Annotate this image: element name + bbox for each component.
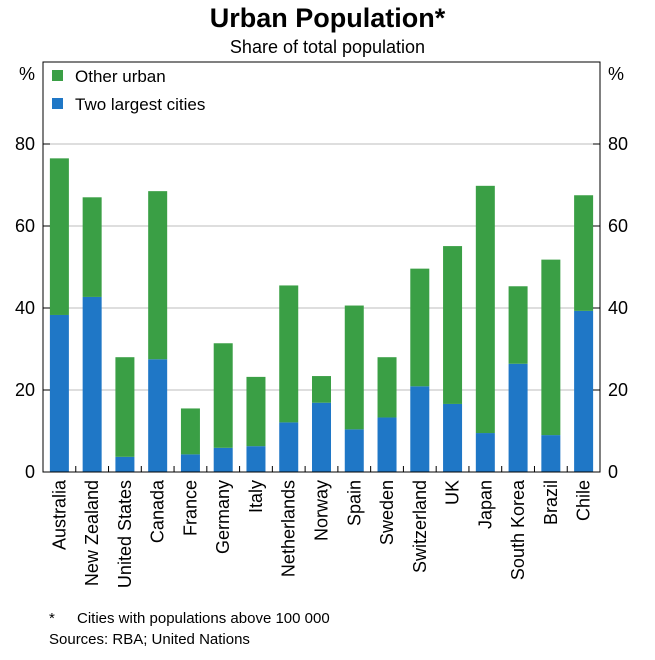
- bar-two-largest-cities: [475, 433, 495, 472]
- bar-two-largest-cities: [82, 296, 102, 472]
- bar-other-urban: [115, 357, 135, 457]
- bar-two-largest-cities: [279, 422, 299, 472]
- x-tick-label: United States: [115, 480, 135, 588]
- y-tick-label-left: 40: [15, 298, 35, 318]
- legend: Other urban Two largest cities: [52, 67, 205, 114]
- bar-two-largest-cities: [541, 435, 561, 472]
- y-tick-label-right: 60: [608, 216, 628, 236]
- x-tick-label: Norway: [312, 480, 332, 541]
- x-tick-label: New Zealand: [82, 480, 102, 586]
- x-tick-label: France: [180, 480, 200, 536]
- bar-two-largest-cities: [508, 363, 528, 472]
- bar-two-largest-cities: [246, 446, 266, 472]
- chart-title: Urban Population*: [209, 3, 446, 33]
- y-axis-unit-right: %: [608, 64, 624, 84]
- bar-other-urban: [410, 268, 430, 387]
- bar-other-urban: [377, 357, 397, 418]
- x-tick-label: UK: [443, 480, 463, 505]
- x-tick-label: Brazil: [541, 480, 561, 525]
- legend-swatch-two-largest-cities: [52, 98, 63, 109]
- bar-other-urban: [541, 259, 561, 436]
- bar-two-largest-cities: [574, 310, 594, 472]
- legend-swatch-other-urban: [52, 70, 63, 81]
- x-tick-label: Switzerland: [410, 480, 430, 573]
- x-tick-label: Germany: [213, 480, 233, 554]
- x-tick-label: Netherlands: [279, 480, 299, 577]
- bar-two-largest-cities: [49, 314, 69, 472]
- x-tick-label: Italy: [246, 480, 266, 513]
- bar-two-largest-cities: [443, 403, 463, 472]
- bar-other-urban: [180, 408, 200, 455]
- bar-two-largest-cities: [115, 456, 135, 472]
- y-tick-label-right: 0: [608, 462, 618, 482]
- y-tick-label-left: 0: [25, 462, 35, 482]
- footnotes: * Cities with populations above 100 000 S…: [49, 608, 330, 650]
- plot-frame: [42, 61, 601, 473]
- sources-text: Sources: RBA; United Nations: [49, 631, 250, 648]
- x-tick-label: Spain: [344, 480, 364, 526]
- bar-other-urban: [148, 191, 168, 360]
- bar-other-urban: [312, 376, 331, 403]
- bar-two-largest-cities: [180, 454, 200, 472]
- y-tick-label-left: 20: [15, 380, 35, 400]
- y-tick-label-right: 40: [608, 298, 628, 318]
- bar-two-largest-cities: [377, 417, 397, 472]
- footnote-marker: *: [49, 610, 55, 627]
- y-tick-label-left: 60: [15, 216, 35, 236]
- bar-two-largest-cities: [213, 447, 233, 472]
- x-tick-label: Chile: [574, 480, 594, 521]
- bar-other-urban: [443, 246, 463, 404]
- legend-label-other-urban: Other urban: [75, 67, 166, 86]
- footnote-text: Cities with populations above 100 000: [77, 610, 330, 627]
- legend-label-two-largest-cities: Two largest cities: [75, 95, 205, 114]
- y-tick-label-left: 80: [15, 134, 35, 154]
- y-axis-unit-left: %: [19, 64, 35, 84]
- bar-two-largest-cities: [410, 386, 430, 472]
- x-tick-label: Australia: [49, 479, 69, 550]
- y-tick-label-right: 20: [608, 380, 628, 400]
- bar-other-urban: [574, 195, 594, 311]
- footnote-row: * Cities with populations above 100 000: [49, 608, 330, 629]
- x-tick-label: Japan: [475, 480, 495, 529]
- x-tick-label: Sweden: [377, 480, 397, 545]
- bar-other-urban: [82, 197, 102, 297]
- x-tick-label: Canada: [148, 479, 168, 543]
- bar-two-largest-cities: [312, 402, 331, 472]
- bar-other-urban: [246, 376, 266, 447]
- x-tick-label: South Korea: [508, 479, 528, 580]
- bar-other-urban: [344, 305, 364, 430]
- bar-other-urban: [475, 185, 495, 434]
- chart-subtitle: Share of total population: [229, 37, 426, 57]
- bar-other-urban: [279, 285, 299, 423]
- bar-two-largest-cities: [344, 429, 364, 472]
- bar-other-urban: [508, 286, 528, 364]
- bar-two-largest-cities: [148, 359, 168, 472]
- y-tick-label-right: 80: [608, 134, 628, 154]
- bar-other-urban: [213, 343, 233, 448]
- bar-other-urban: [49, 158, 69, 315]
